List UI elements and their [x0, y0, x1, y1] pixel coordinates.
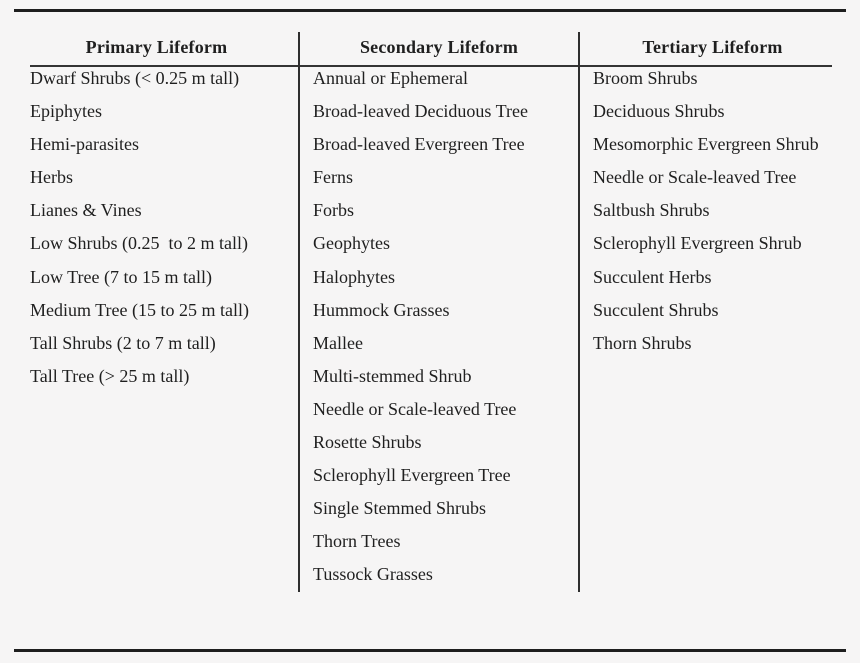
lifeform-item: Forbs: [313, 200, 355, 221]
lifeform-item: Mallee: [313, 332, 363, 353]
table-bottom-rule: [14, 649, 846, 652]
column-header-primary: Primary Lifeform: [85, 36, 228, 57]
lifeform-list-tertiary: Broom Shrubs Deciduous Shrubs Mesomorphic …: [593, 62, 848, 360]
lifeform-item: Thorn Shrubs: [593, 332, 692, 353]
lifeform-item: Low Tree (7 to 15 m tall): [30, 266, 212, 287]
lifeform-item: Tall Shrubs (2 to 7 m tall): [30, 332, 216, 353]
table-header-row: Primary Lifeform Secondary Lifeform Tert…: [14, 33, 846, 61]
lifeform-item: Single Stemmed Shrubs: [313, 498, 487, 519]
lifeform-item: Mesomorphic Evergreen Shrub: [593, 134, 819, 155]
lifeform-list-secondary: Annual or Ephemeral Broad-leaved Deciduou…: [313, 62, 571, 592]
lifeform-item: Geophytes: [313, 233, 390, 254]
lifeform-item: Needle or Scale-leaved Tree: [593, 167, 797, 188]
lifeform-item: Tussock Grasses: [313, 564, 433, 585]
lifeform-item: Sclerophyll Evergreen Tree: [313, 465, 511, 486]
lifeform-item: Broom Shrubs: [593, 68, 698, 88]
lifeform-item: Epiphytes: [30, 101, 102, 122]
lifeform-item: Succulent Shrubs: [593, 299, 719, 320]
lifeform-item: Herbs: [30, 167, 73, 188]
lifeform-item: Succulent Herbs: [593, 266, 712, 287]
column-header-tertiary: Tertiary Lifeform: [642, 36, 783, 57]
lifeform-item: Sclerophyll Evergreen Shrub: [593, 233, 802, 254]
lifeform-item: Saltbush Shrubs: [593, 200, 710, 221]
lifeform-item: Lianes & Vines: [30, 200, 142, 221]
lifeform-item: Ferns: [313, 167, 353, 188]
lifeform-item: Halophytes: [313, 266, 395, 287]
column-divider-1: [298, 32, 300, 592]
lifeform-item: Dwarf Shrubs (< 0.25 m tall): [30, 68, 240, 88]
lifeform-item: Multi-stemmed Shrub: [313, 365, 472, 386]
lifeform-item: Rosette Shrubs: [313, 432, 422, 453]
lifeform-item: Needle or Scale-leaved Tree: [313, 398, 517, 419]
lifeform-item: Hemi-parasites: [30, 134, 139, 155]
header-underline-rule: [30, 65, 832, 67]
lifeform-item: Low Shrubs (0.25 to 2 m tall): [30, 233, 248, 254]
lifeform-item: Broad-leaved Evergreen Tree: [313, 134, 525, 155]
lifeform-item: Medium Tree (15 to 25 m tall): [30, 299, 249, 320]
lifeform-list-primary: Dwarf Shrubs (< 0.25 m tall) Epiphytes Hem…: [30, 62, 290, 393]
column-divider-2: [578, 32, 580, 592]
lifeform-item: Broad-leaved Deciduous Tree: [313, 101, 528, 122]
table-top-rule: [14, 9, 846, 12]
lifeform-item: Hummock Grasses: [313, 299, 450, 320]
column-header-secondary: Secondary Lifeform: [359, 36, 519, 57]
lifeform-item: Tall Tree (> 25 m tall): [30, 365, 190, 386]
lifeform-item: Thorn Trees: [313, 531, 401, 552]
lifeform-item: Annual or Ephemeral: [313, 68, 468, 88]
lifeform-item: Deciduous Shrubs: [593, 101, 725, 122]
